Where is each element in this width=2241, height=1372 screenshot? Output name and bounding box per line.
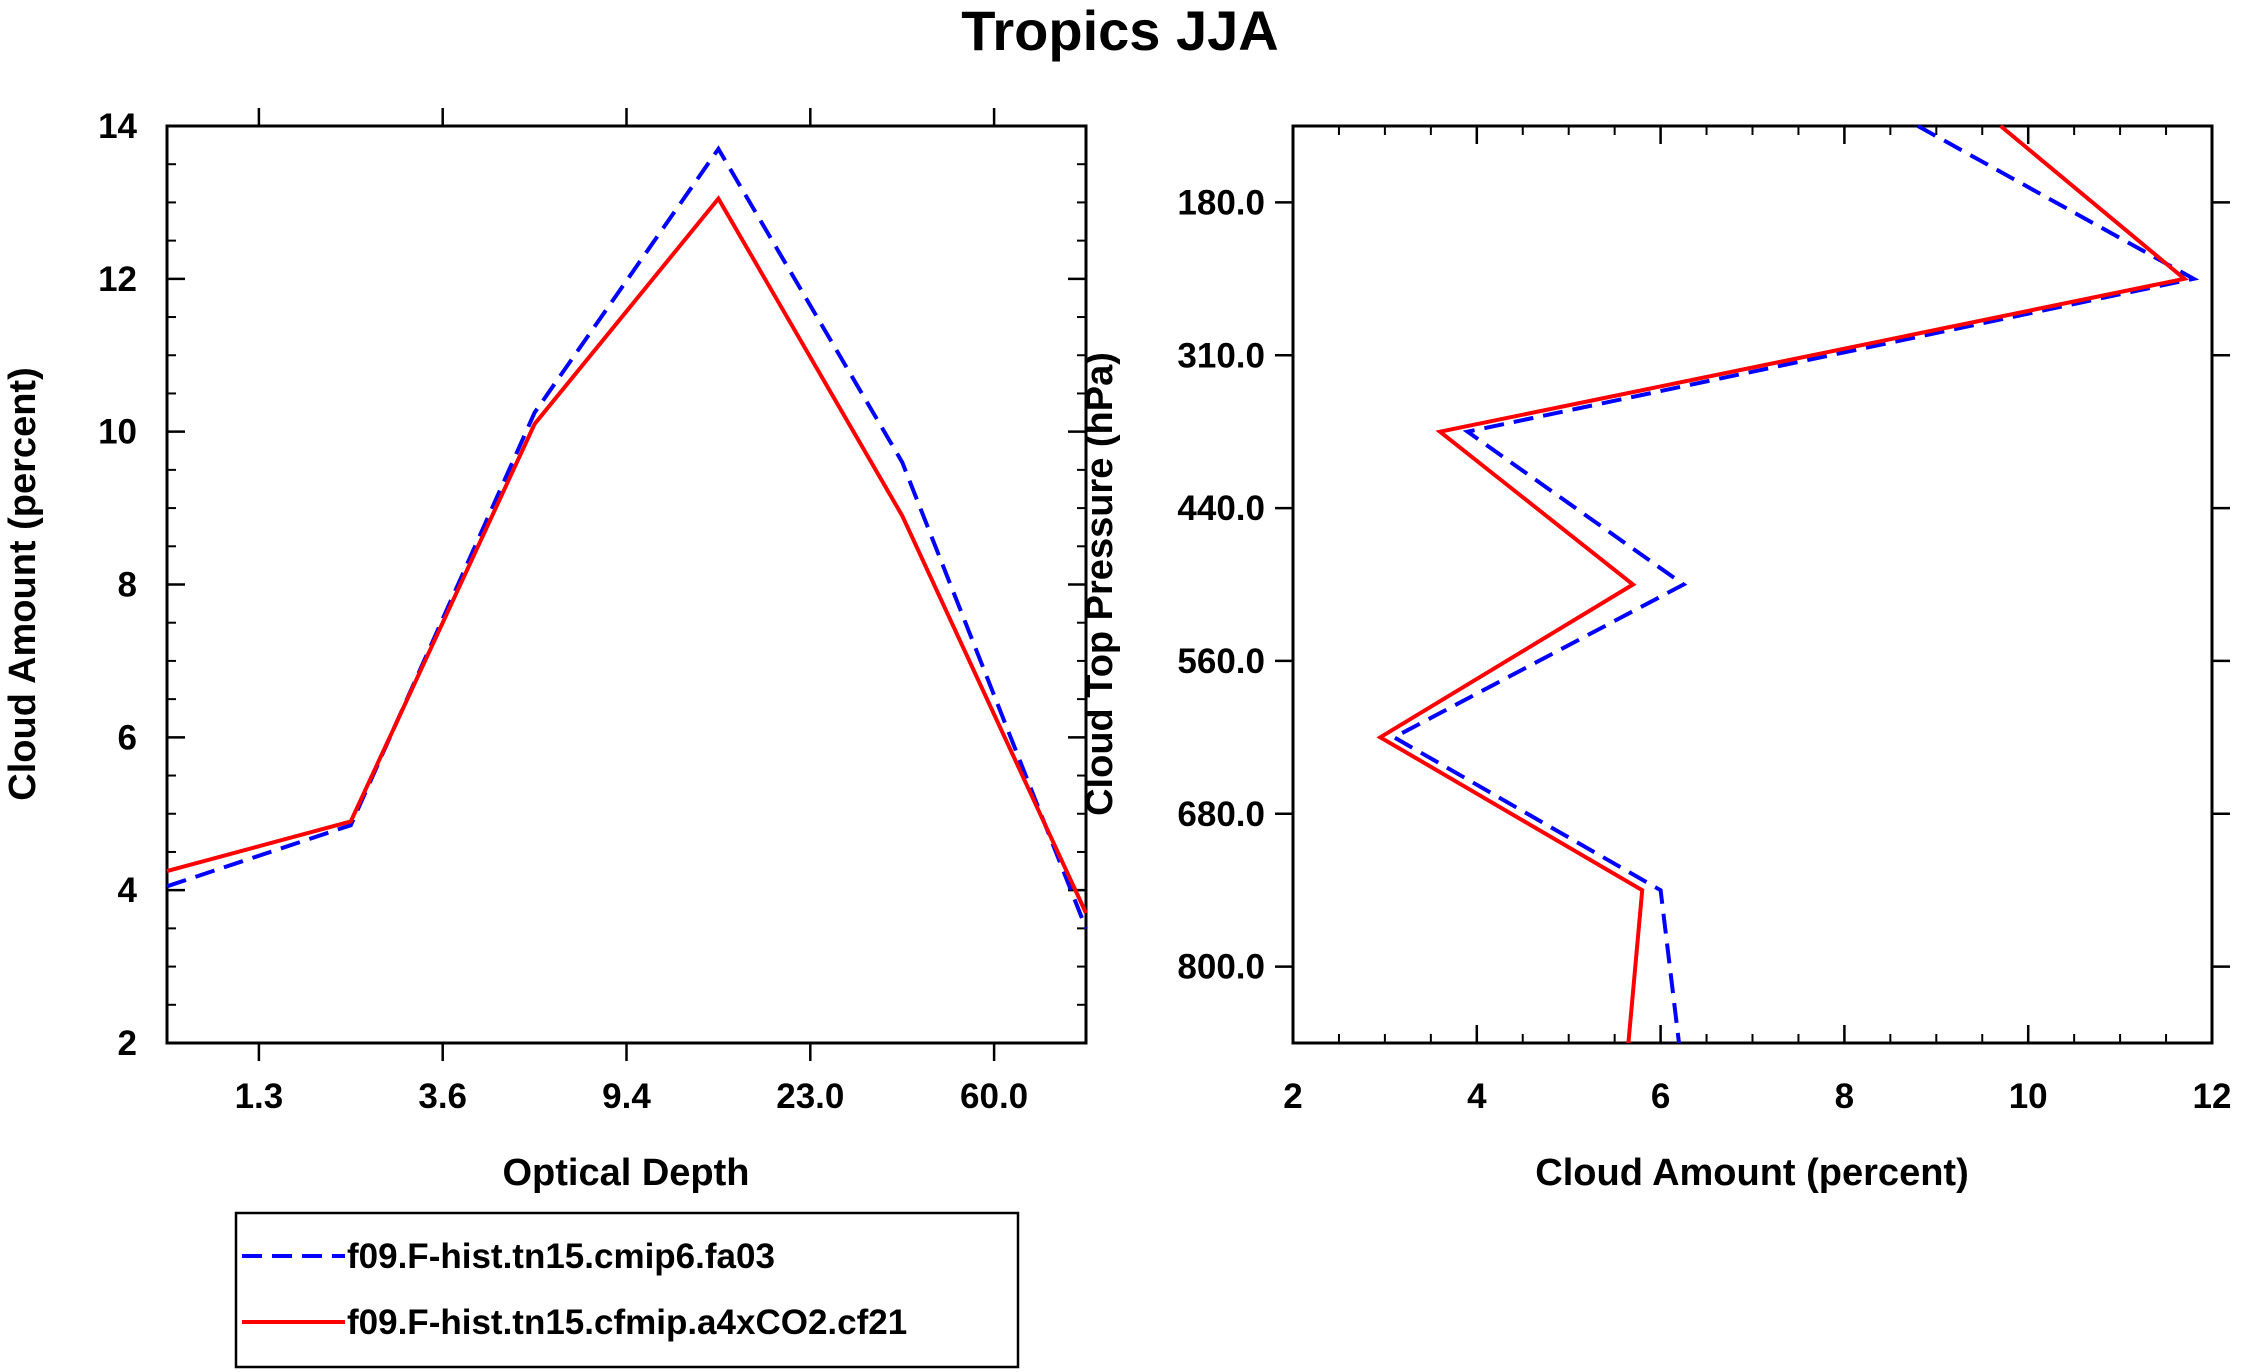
left-y-tick-label: 2 xyxy=(118,1024,137,1063)
left-y-axis-label: Cloud Amount (percent) xyxy=(2,367,44,800)
legend-box xyxy=(234,1211,1020,1369)
left-y-tick-label: 10 xyxy=(98,413,137,452)
right-y-tick-label: 560.0 xyxy=(1177,642,1265,681)
left-line-f09-f-hist-tn15-cfmip-a4xco2-cf21 xyxy=(166,195,1088,914)
left-plot-frame xyxy=(165,124,1088,1045)
left-y-tick-label: 8 xyxy=(118,566,137,605)
right-x-tick-label: 12 xyxy=(2193,1077,2232,1116)
chart-title: Tropics JJA xyxy=(961,0,1278,62)
right-x-tick-label: 10 xyxy=(2009,1077,2048,1116)
right-y-tick-label: 800.0 xyxy=(1177,948,1265,987)
left-y-tick-label: 4 xyxy=(118,871,138,910)
right-line-f09-f-hist-tn15-cfmip-a4xco2-cf21 xyxy=(1376,124,2189,1044)
right-x-tick-label: 2 xyxy=(1283,1077,1302,1116)
left-x-tick-label: 1.3 xyxy=(235,1077,284,1116)
right-y-tick-label: 180.0 xyxy=(1177,183,1265,222)
legend-label-a4xco2: f09.F-hist.tn15.cfmip.a4xCO2.cf21 xyxy=(347,1303,907,1342)
right-ticks: 2 4 6 8 10 12 180.0 310.0 440.0 560.0 680.0 800.0 xyxy=(1177,126,2231,1116)
right-line-f09-f-hist-tn15-cmip6-fa03 xyxy=(1389,124,2200,1044)
right-x-tick-label: 8 xyxy=(1835,1077,1854,1116)
left-x-tick-label: 9.4 xyxy=(602,1077,651,1116)
right-plot-frame xyxy=(1291,124,2214,1045)
right-y-tick-label: 680.0 xyxy=(1177,795,1265,834)
right-panel: 2 4 6 8 10 12 180.0 310.0 440.0 560.0 680.0 800.0 C… xyxy=(1079,124,2231,1194)
right-x-axis-label: Cloud Amount (percent) xyxy=(1535,1152,1968,1194)
right-y-tick-label: 310.0 xyxy=(1177,336,1265,375)
left-x-axis-label: Optical Depth xyxy=(502,1152,749,1194)
legend: f09.F-hist.tn15.cmip6.fa03 f09.F-hist.tn… xyxy=(234,1211,1020,1369)
left-x-tick-label: 3.6 xyxy=(418,1077,467,1116)
right-x-tick-label: 4 xyxy=(1467,1077,1487,1116)
left-y-tick-label: 12 xyxy=(98,260,137,299)
left-y-tick-label: 6 xyxy=(118,718,137,757)
left-panel: 2 4 6 8 10 12 14 1.3 3.6 9.4 23.0 60.0 Optical Dept… xyxy=(2,107,1088,1194)
left-x-tick-label: 23.0 xyxy=(776,1077,844,1116)
legend-label-cmip6: f09.F-hist.tn15.cmip6.fa03 xyxy=(347,1237,775,1276)
left-x-tick-label: 60.0 xyxy=(960,1077,1028,1116)
left-y-tick-label: 14 xyxy=(98,107,137,146)
right-x-tick-label: 6 xyxy=(1651,1077,1670,1116)
left-line-f09-f-hist-tn15-cmip6-fa03 xyxy=(166,145,1088,930)
right-y-tick-label: 440.0 xyxy=(1177,489,1265,528)
left-series xyxy=(166,145,1088,930)
right-y-axis-label: Cloud Top Pressure (hPa) xyxy=(1079,352,1121,816)
right-series xyxy=(1376,124,2200,1044)
left-ticks: 2 4 6 8 10 12 14 1.3 3.6 9.4 23.0 60.0 xyxy=(98,107,1086,1116)
